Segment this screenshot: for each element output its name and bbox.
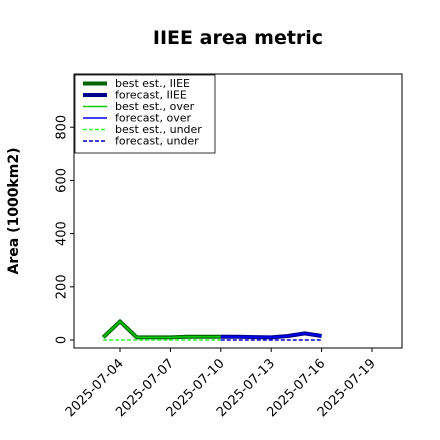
y-axis: 0 200 400 600 800 xyxy=(55,115,74,344)
y-tick-label: 200 xyxy=(55,274,70,299)
legend-label: best est., over xyxy=(115,100,195,113)
series-group xyxy=(101,319,322,341)
y-tick-label: 400 xyxy=(55,221,70,246)
plot-frame xyxy=(73,73,403,349)
y-tick-label: 600 xyxy=(55,168,70,193)
y-tick-label: 800 xyxy=(55,115,70,140)
series-line xyxy=(101,319,221,340)
legend-box xyxy=(74,74,216,154)
legend-label: forecast, under xyxy=(115,135,199,148)
legend-label: best est., IIEE xyxy=(115,77,190,90)
y-axis-label: Area (1000km2) xyxy=(6,148,22,275)
legend-label: forecast, over xyxy=(115,112,191,125)
chart-title: IIEE area metric xyxy=(153,27,323,49)
legend-label: best est., under xyxy=(115,123,202,136)
y-tick-label: 0 xyxy=(55,336,70,344)
series-line xyxy=(102,320,221,339)
legend-label: forecast, IIEE xyxy=(115,89,187,102)
series-line xyxy=(220,332,322,339)
x-axis: 2025-07-042025-07-072025-07-102025-07-13… xyxy=(63,348,379,420)
